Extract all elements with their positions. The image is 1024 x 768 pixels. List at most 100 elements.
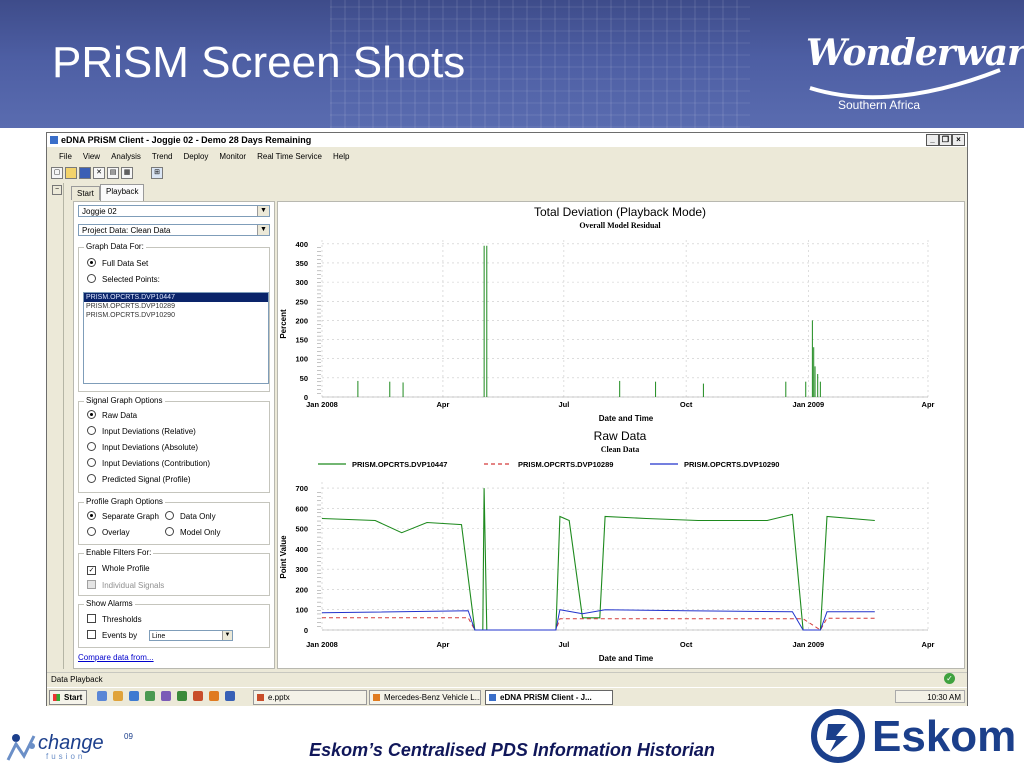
- checkbox-label: Events by: [102, 631, 138, 640]
- menu-monitor[interactable]: Monitor: [219, 152, 247, 161]
- checkbox-events-by[interactable]: Events by Line ▼: [87, 630, 267, 642]
- new-file-icon[interactable]: ▢: [51, 167, 63, 179]
- chart2-title: Raw Data: [594, 429, 647, 443]
- radio-label: Model Only: [180, 528, 221, 537]
- slide-banner: PRiSM Screen Shots Wonderware Southern A…: [0, 0, 1024, 128]
- menu-file[interactable]: File: [59, 152, 72, 161]
- radio-full-data-set[interactable]: Full Data Set: [87, 258, 148, 270]
- radio-data-only[interactable]: Data Only: [165, 511, 216, 523]
- menu-trend[interactable]: Trend: [151, 152, 173, 161]
- radio-icon: [87, 458, 96, 467]
- quicklaunch-explorer-icon[interactable]: [113, 691, 123, 701]
- tab-start[interactable]: Start: [71, 186, 100, 200]
- data-source-select-value: Project Data: Clean Data: [82, 226, 171, 235]
- quicklaunch-app-icon[interactable]: [145, 691, 155, 701]
- quicklaunch-desktop-icon[interactable]: [97, 691, 107, 701]
- chart2-ytick-label: 600: [295, 504, 308, 513]
- radio-selected-points[interactable]: Selected Points:: [87, 274, 160, 286]
- list-item[interactable]: PRISM.OPCRTS.DVP10290: [86, 312, 175, 319]
- radio-input-deviations-contribution[interactable]: Input Deviations (Contribution): [87, 458, 210, 470]
- radio-input-deviations-relative[interactable]: Input Deviations (Relative): [87, 426, 196, 438]
- events-by-value: Line: [152, 633, 166, 640]
- minimize-button[interactable]: _: [926, 134, 939, 146]
- checkbox-thresholds[interactable]: Thresholds: [87, 614, 142, 626]
- prism-client-window: eDNA PRiSM Client - Joggie 02 - Demo 28 …: [46, 132, 968, 706]
- change-fusion-logo: change 09 fusion: [2, 722, 152, 766]
- chart1-ytick-label: 300: [295, 278, 308, 287]
- quicklaunch-excel-icon[interactable]: [177, 691, 187, 701]
- menu-view[interactable]: View: [82, 152, 101, 161]
- menu-analysis[interactable]: Analysis: [111, 152, 141, 161]
- chart1-ytick-label: 150: [295, 336, 308, 345]
- checkbox-individual-signals[interactable]: Individual Signals: [87, 580, 164, 592]
- close-button[interactable]: ×: [952, 134, 965, 146]
- radio-raw-data[interactable]: Raw Data: [87, 410, 137, 422]
- chart1-ytick-label: 200: [295, 316, 308, 325]
- quicklaunch-word-icon[interactable]: [225, 691, 235, 701]
- menu-real-time-service[interactable]: Real Time Service: [257, 152, 323, 161]
- change-logo-superscript: 09: [124, 732, 133, 741]
- events-by-select[interactable]: Line ▼: [149, 630, 233, 641]
- chart2-legend-label: PRISM.OPCRTS.DVP10290: [684, 460, 779, 469]
- network-icon[interactable]: ⊞: [151, 167, 163, 179]
- chart1-subtitle: Overall Model Residual: [579, 221, 661, 230]
- save-icon[interactable]: [79, 167, 91, 179]
- taskbar-button-mercedes[interactable]: Mercedes-Benz Vehicle L...: [369, 690, 481, 705]
- restore-button[interactable]: ❐: [939, 134, 952, 146]
- start-label: Start: [64, 693, 83, 702]
- change-logo-text: change: [38, 732, 104, 754]
- chart2-ytick-label: 0: [304, 626, 308, 635]
- powerpoint-icon: [257, 694, 264, 701]
- points-listbox[interactable]: PRISM.OPCRTS.DVP10447 PRISM.OPCRTS.DVP10…: [83, 292, 269, 384]
- radio-icon: [87, 258, 96, 267]
- start-button[interactable]: Start: [49, 690, 88, 705]
- project-select[interactable]: Joggie 02 ▼: [78, 205, 270, 217]
- chevron-down-icon[interactable]: ▼: [257, 225, 269, 235]
- radio-model-only[interactable]: Model Only: [165, 527, 220, 539]
- chevron-down-icon[interactable]: ▼: [257, 206, 269, 216]
- radio-label: Data Only: [180, 512, 216, 521]
- chart1-ytick-label: 100: [295, 355, 308, 364]
- radio-icon: [165, 527, 174, 536]
- quicklaunch-app-icon[interactable]: [161, 691, 171, 701]
- radio-label: Selected Points:: [102, 275, 160, 284]
- menu-deploy[interactable]: Deploy: [183, 152, 209, 161]
- checkbox-checked-icon: ✓: [87, 566, 96, 575]
- window-titlebar: eDNA PRiSM Client - Joggie 02 - Demo 28 …: [47, 133, 967, 147]
- menu-help[interactable]: Help: [333, 152, 350, 161]
- chart2-xtick-label: Oct: [680, 640, 693, 649]
- chart1-xtick-label: Oct: [680, 400, 693, 409]
- slide-footer: Eskom’s Centralised PDS Information Hist…: [309, 740, 715, 760]
- chart1-ytick-label: 50: [300, 374, 308, 383]
- project-select-value: Joggie 02: [82, 207, 117, 216]
- radio-predicted-signal[interactable]: Predicted Signal (Profile): [87, 474, 190, 486]
- taskbar-button-pptx[interactable]: e.pptx: [253, 690, 367, 705]
- wonderware-logo-subtitle: Southern Africa: [838, 98, 921, 112]
- tab-playback[interactable]: Playback: [100, 184, 145, 201]
- collapse-icon[interactable]: −: [52, 185, 62, 195]
- print-icon[interactable]: ▤: [107, 167, 119, 179]
- taskbar-button-label: Mercedes-Benz Vehicle L...: [384, 693, 481, 702]
- prism-app-icon: [489, 694, 496, 701]
- quicklaunch-powerpoint-icon[interactable]: [193, 691, 203, 701]
- properties-icon[interactable]: ▦: [121, 167, 133, 179]
- compare-data-link[interactable]: Compare data from...: [78, 653, 154, 662]
- radio-input-deviations-absolute[interactable]: Input Deviations (Absolute): [87, 442, 198, 454]
- chart2-subtitle: Clean Data: [601, 445, 639, 454]
- radio-separate-graph[interactable]: Separate Graph: [87, 511, 159, 523]
- data-source-select[interactable]: Project Data: Clean Data ▼: [78, 224, 270, 236]
- delete-icon[interactable]: ✕: [93, 167, 105, 179]
- quicklaunch-ie-icon[interactable]: [129, 691, 139, 701]
- chart1-ytick-label: 250: [295, 297, 308, 306]
- list-item[interactable]: PRISM.OPCRTS.DVP10447: [84, 293, 268, 302]
- quicklaunch-firefox-icon[interactable]: [209, 691, 219, 701]
- banner-building-pattern: [330, 0, 750, 128]
- list-item[interactable]: PRISM.OPCRTS.DVP10289: [86, 303, 175, 310]
- open-folder-icon[interactable]: [65, 167, 77, 179]
- radio-overlay[interactable]: Overlay: [87, 527, 130, 539]
- taskbar-button-prism[interactable]: eDNA PRiSM Client - J...: [485, 690, 613, 705]
- checkbox-whole-profile[interactable]: ✓ Whole Profile: [87, 563, 150, 575]
- chevron-down-icon[interactable]: ▼: [222, 631, 232, 640]
- radio-icon: [165, 511, 174, 520]
- chart2-xtick-label: Jan 2008: [306, 640, 338, 649]
